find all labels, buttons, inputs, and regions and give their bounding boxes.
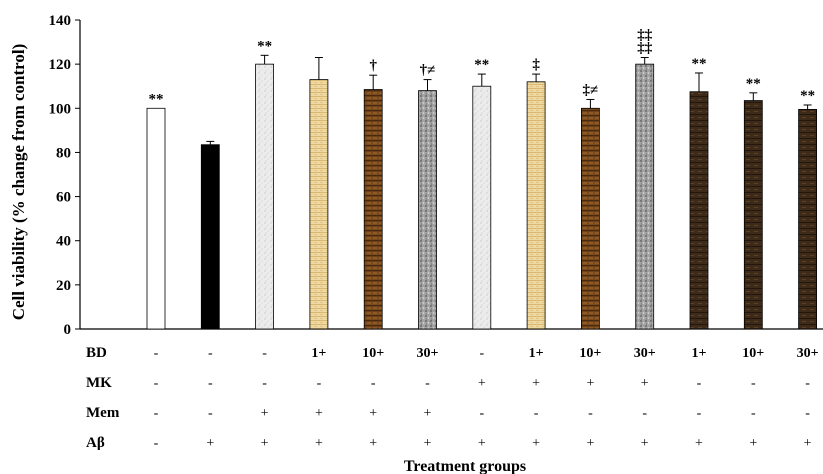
table-cell: 30+ [417,346,439,361]
y-tick-label: 0 [64,322,72,338]
bar-4 [309,79,329,330]
table-cell: - [154,376,159,391]
table-cell: - [642,406,647,421]
table-cell: - [588,406,593,421]
table-cell: + [206,436,214,451]
table-cell: + [261,406,269,421]
bar-11 [689,91,709,330]
table-cell: - [479,346,484,361]
table-cell: + [315,436,323,451]
table-cell: + [749,436,757,451]
significance-label-1: ** [149,91,164,107]
table-cell: + [586,376,594,391]
bar-10 [635,63,655,330]
table-cell: + [478,376,486,391]
y-tick-label: 80 [56,145,71,161]
significance-label-7: ** [474,57,489,73]
table-cell: - [317,376,322,391]
table-cell: - [208,346,213,361]
table-cell: - [208,376,213,391]
table-cell: - [371,376,376,391]
table-cell: - [425,376,430,391]
y-tick-label: 140 [49,13,72,29]
bar-9 [581,107,600,330]
table-cell: - [805,376,810,391]
table-cell: - [534,406,539,421]
table-cell: + [315,406,323,421]
table-cell: - [479,406,484,421]
table-cell: 1+ [692,346,707,361]
y-tick-label: 60 [56,190,71,206]
table-cell: - [262,376,267,391]
bar-13 [798,108,817,330]
table-cell: 30+ [797,346,819,361]
table-cell: - [751,406,756,421]
table-cell: + [424,406,432,421]
row-label-Mem: Mem [86,405,120,421]
table-cell: 10+ [742,346,764,361]
row-label-BD: BD [86,345,107,361]
table-cell: - [805,406,810,421]
treatment-table: BD - - - 1+ 10+ 30+ - 1+ 10+ 30+ 1+ 10+ 30+ MK - - - - - - + +… [86,345,819,451]
table-cell: 30+ [634,346,656,361]
table-cell: - [751,376,756,391]
table-cell: + [261,436,269,451]
table-cell: + [532,436,540,451]
y-tick-label: 100 [49,101,72,117]
bar-2 [200,144,220,330]
table-cell: + [369,406,377,421]
significance-label-12: ** [746,76,761,92]
y-tick-label: 120 [49,57,72,73]
significance-label-9: ‡≠ [583,82,599,98]
table-cell: - [697,406,702,421]
table-cell: - [154,406,159,421]
significance-label-10: ‡‡ [637,28,653,44]
table-cell: 10+ [362,346,384,361]
table-cell: 1+ [529,346,544,361]
row-label-Aβ: Aβ [86,435,105,451]
bar-5 [363,89,383,330]
table-cell: + [695,436,703,451]
table-cell: - [154,436,159,451]
significance-label-6: †≠ [420,63,436,79]
table-cell: + [641,376,649,391]
table-cell: + [641,436,649,451]
significance-label-10: ‡‡ [637,41,653,57]
bar-3 [255,63,275,330]
table-cell: - [697,376,702,391]
significance-label-3: ** [257,38,272,54]
significance-label-5: † [369,58,377,74]
table-cell: - [208,406,213,421]
table-cell: - [154,346,159,361]
table-cell: + [424,436,432,451]
table-cell: - [262,346,267,361]
bar-7 [472,85,492,330]
significance-label-11: ** [692,56,707,72]
row-label-MK: MK [86,375,112,391]
table-cell: + [804,436,812,451]
table-cell: + [478,436,486,451]
bars-group: ** ** † †≠ ** ‡ ‡≠ ‡‡‡‡ ** ** ** [146,28,817,330]
table-cell: + [369,436,377,451]
table-cell: + [532,376,540,391]
table-cell: 10+ [579,346,601,361]
y-axis-label: Cell viability (% change from control) [9,44,28,321]
bar-8 [526,81,546,330]
table-cell: + [586,436,594,451]
y-tick-label: 40 [56,234,71,250]
table-cell: 1+ [311,346,326,361]
bar-12 [743,100,763,330]
x-axis-label: Treatment groups [404,458,526,474]
bar-1 [146,107,166,330]
y-tick-label: 20 [56,278,71,294]
bar-6 [418,90,437,330]
significance-label-13: ** [800,88,815,104]
significance-label-8: ‡ [532,57,540,73]
